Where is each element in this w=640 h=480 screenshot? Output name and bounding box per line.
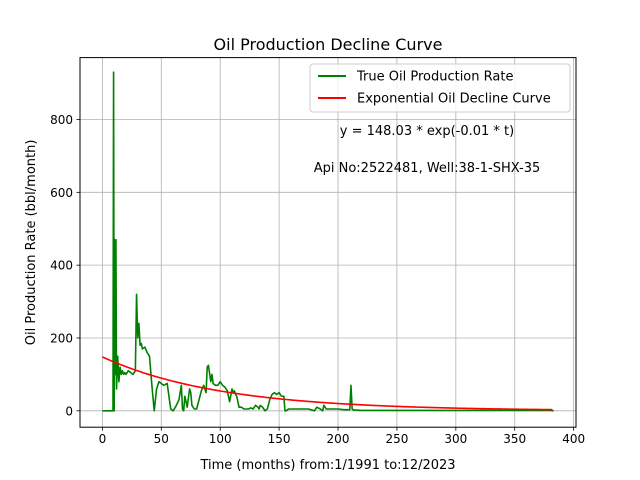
- legend: True Oil Production Rate Exponential Oil…: [309, 63, 571, 113]
- plot-frame: [79, 57, 577, 428]
- legend-label-decline-curve: Exponential Oil Decline Curve: [357, 92, 551, 107]
- x-axis-label: Time (months) from:1/1991 to:12/2023: [199, 458, 455, 473]
- x-tick-label: 0: [99, 432, 107, 446]
- x-tick-label: 250: [385, 432, 408, 446]
- x-tick-label: 350: [503, 432, 526, 446]
- x-tick-label: 200: [327, 432, 350, 446]
- x-tick-label: 400: [562, 432, 585, 446]
- y-tick-label: 0: [65, 404, 73, 418]
- y-tick-label: 400: [50, 259, 73, 273]
- y-tick-label: 200: [50, 331, 73, 345]
- legend-label-true-rate: True Oil Production Rate: [356, 70, 513, 85]
- series-exponential-oil-decline-curve: [102, 356, 553, 411]
- x-tick-label: 150: [268, 432, 291, 446]
- series-layer: [102, 71, 554, 412]
- series-true-oil-production-rate: [102, 71, 554, 412]
- x-tick-label: 100: [209, 432, 232, 446]
- x-tick-label: 300: [444, 432, 467, 446]
- y-tick-label: 600: [50, 186, 73, 200]
- ticks: 0 50 100 150 200 250 300 350 400 0 200 400 600 800: [50, 113, 585, 446]
- x-tick-label: 50: [154, 432, 169, 446]
- chart-title: Oil Production Decline Curve: [214, 35, 443, 54]
- y-axis-label: Oil Production Rate (bbl/month): [24, 140, 39, 346]
- well-annotation: Api No:2522481, Well:38-1-SHX-35: [314, 161, 541, 176]
- y-tick-label: 800: [50, 113, 73, 127]
- equation-annotation: y = 148.03 * exp(-0.01 * t): [340, 124, 514, 139]
- legend-box: [309, 63, 571, 113]
